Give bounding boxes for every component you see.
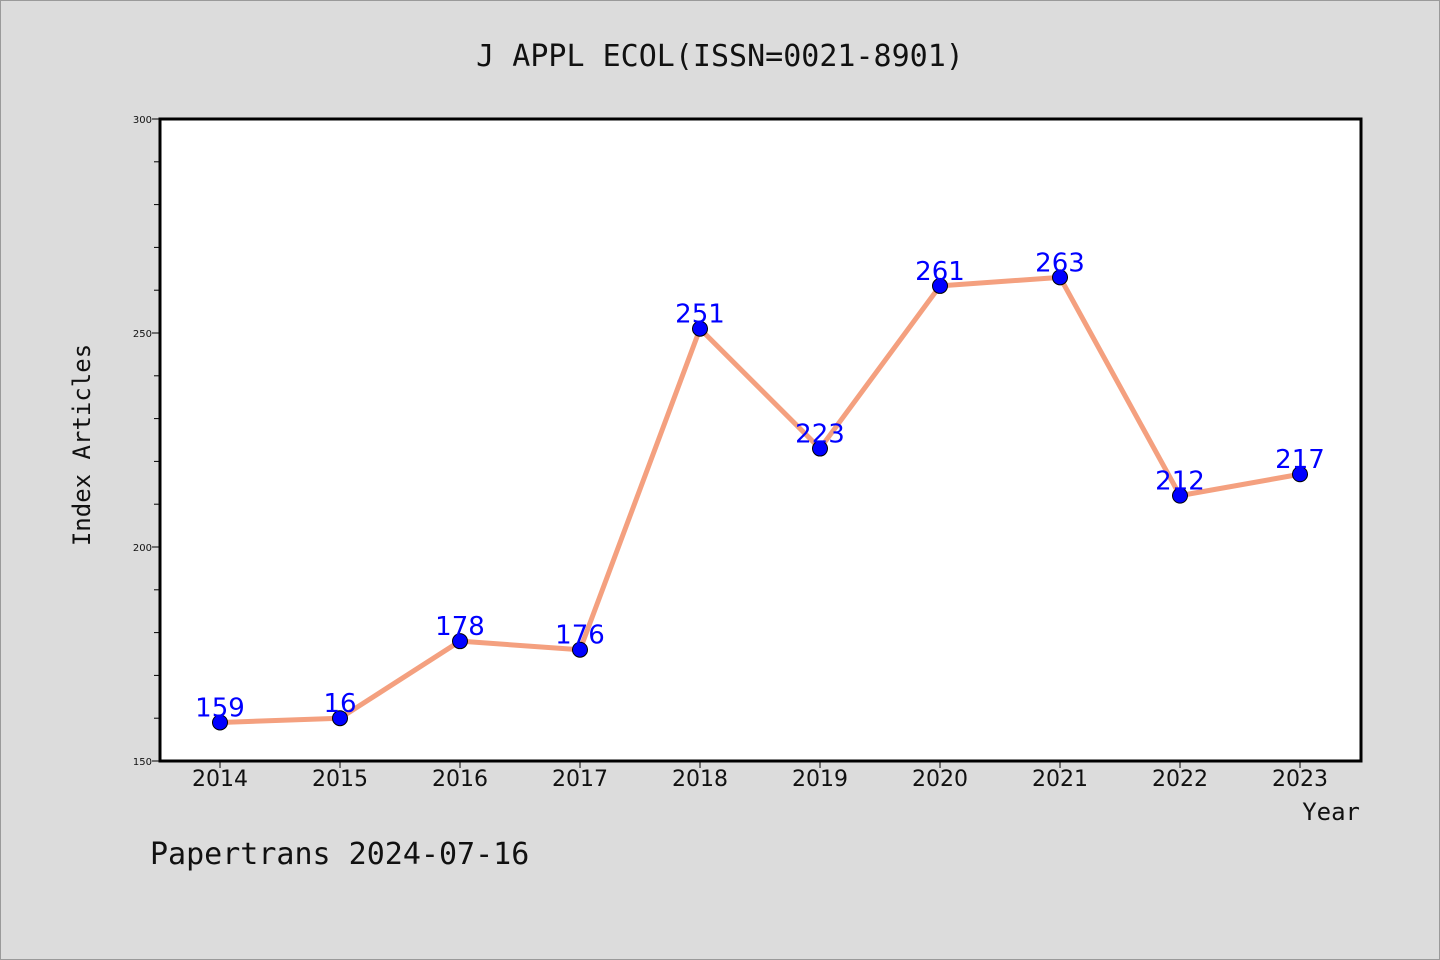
data-label: 261 [915,257,965,287]
series-polyline [217,274,1303,725]
data-label: 176 [555,621,605,651]
data-labels: 159 16 178 176 251 223 261 263 212 217 [195,248,1325,723]
data-point [212,714,228,731]
y-axis-label: Index Articles [68,344,96,546]
x-tick-label: 2022 [1152,767,1208,792]
x-tick-label: 2019 [792,767,848,792]
x-tick-label: 2021 [1032,767,1088,792]
x-tick-label: 2018 [672,767,728,792]
chart-title: J APPL ECOL(ISSN=0021-8901) [476,39,964,74]
series-line [217,274,1303,725]
data-label: 263 [1035,248,1085,278]
data-point [932,277,948,294]
data-point [572,641,588,658]
data-point [1292,466,1308,483]
data-point [1172,487,1188,504]
data-label: 223 [795,420,845,450]
data-point [1052,269,1068,286]
data-label: 251 [675,300,725,330]
data-label: 16 [323,689,356,719]
x-tick-label: 2016 [432,767,488,792]
data-point [692,320,708,337]
x-tick-label: 2014 [192,767,248,792]
data-label: 159 [195,693,245,723]
y-tick-label: 200 [133,543,152,554]
y-tick-label: 150 [133,757,152,768]
x-tick-label: 2020 [912,767,968,792]
footer-credit: Papertrans 2024-07-16 [150,837,529,872]
data-point [812,440,828,457]
y-tick-label: 300 [133,115,152,126]
x-tick-label: 2023 [1272,767,1328,792]
data-markers [212,269,1308,731]
data-label: 217 [1275,445,1325,475]
x-axis: 2014 2015 2016 2017 2018 2019 2020 2021 2022 2023 [192,761,1328,792]
data-point [452,633,468,650]
x-axis-label: Year [1302,798,1360,826]
y-tick-label: 250 [133,329,152,340]
y-axis: 150 200 250 300 [133,115,160,768]
data-label: 178 [435,612,485,642]
data-label: 212 [1155,467,1205,497]
plot-area [158,117,1363,763]
x-tick-label: 2017 [552,767,608,792]
data-point [332,710,348,727]
x-tick-label: 2015 [312,767,368,792]
